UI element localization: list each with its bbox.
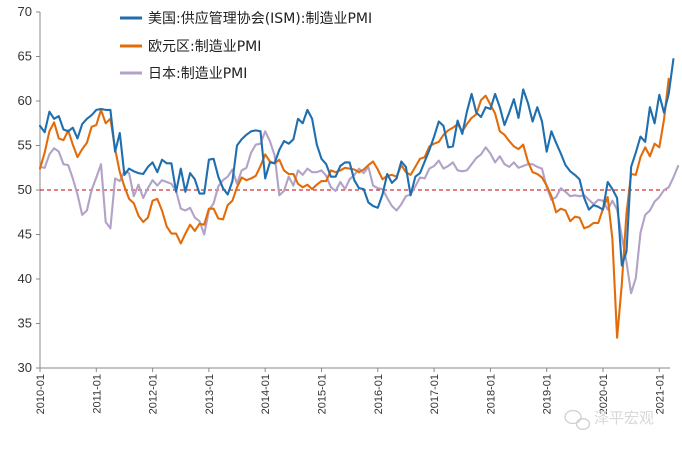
legend-label-us: 美国:供应管理协会(ISM):制造业PMI	[148, 10, 372, 27]
legend-label-japan: 日本:制造业PMI	[148, 66, 247, 82]
y-tick-label: 55	[18, 138, 32, 153]
x-axis-ticks: 2010-01 2011-01 2012-01 2013-01 2014-01 2015-…	[35, 368, 666, 414]
y-tick-label: 30	[18, 360, 32, 375]
watermark: 泽平宏观	[564, 409, 654, 430]
y-tick-label: 50	[18, 182, 32, 197]
x-tick-label: 2020-01	[598, 374, 610, 414]
euro-pmi-line	[38, 77, 670, 339]
y-tick-label: 45	[18, 227, 32, 242]
y-tick-label: 70	[18, 4, 32, 19]
x-tick-label: 2016-01	[373, 374, 385, 414]
x-tick-label: 2021-01	[654, 374, 666, 414]
y-tick-label: 60	[18, 93, 32, 108]
series-lines	[38, 58, 680, 339]
japan-pmi-line	[38, 130, 680, 295]
x-tick-label: 2013-01	[204, 374, 216, 414]
watermark-text: 泽平宏观	[594, 409, 654, 427]
x-tick-label: 2010-01	[35, 374, 47, 414]
us-pmi-line	[38, 58, 675, 267]
x-tick-label: 2018-01	[485, 374, 497, 414]
y-tick-label: 40	[18, 271, 32, 286]
y-tick-label: 35	[18, 316, 32, 331]
y-axis-ticks: 30 35 40 45 50 55 60 65 70	[18, 4, 40, 375]
x-tick-label: 2012-01	[148, 374, 160, 414]
legend: 美国:供应管理协会(ISM):制造业PMI 欧元区:制造业PMI 日本:制造业P…	[120, 10, 372, 82]
y-tick-label: 65	[18, 49, 32, 64]
wechat-icon	[564, 409, 591, 430]
x-tick-label: 2015-01	[317, 374, 329, 414]
x-tick-label: 2017-01	[429, 374, 441, 414]
x-tick-label: 2019-01	[542, 374, 554, 414]
x-tick-label: 2011-01	[91, 374, 103, 414]
x-tick-label: 2014-01	[260, 374, 272, 414]
legend-label-euro: 欧元区:制造业PMI	[148, 39, 261, 55]
